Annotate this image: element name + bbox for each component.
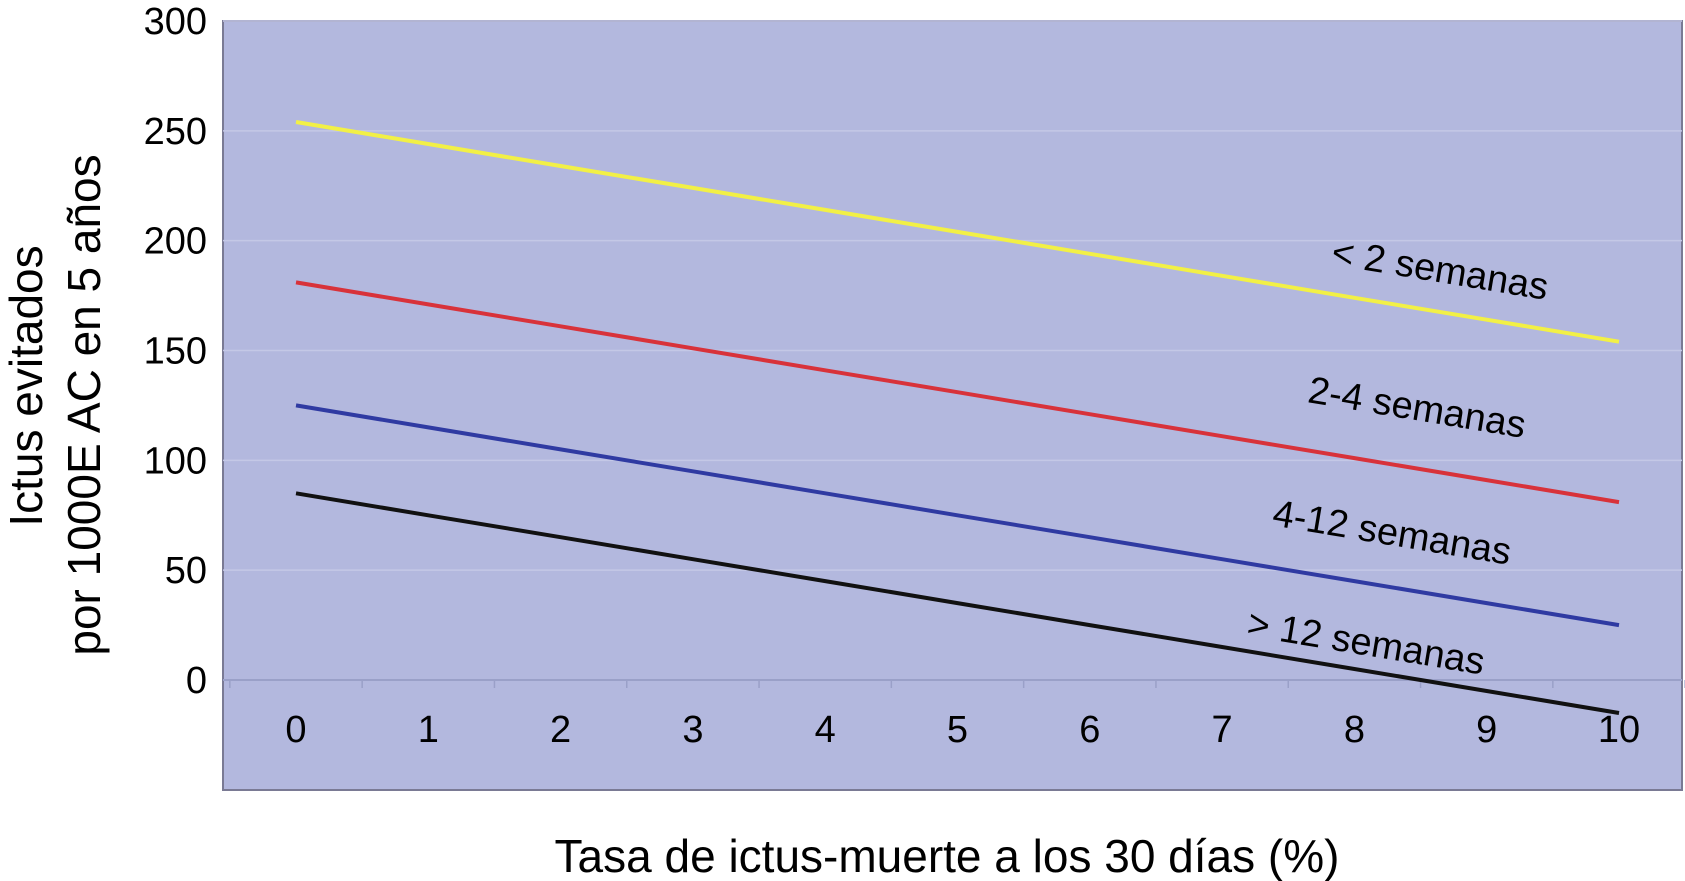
y-tick-label-100: 100 xyxy=(144,440,207,482)
series-line-4 xyxy=(295,491,1620,715)
series-lines xyxy=(295,120,1620,715)
x-tick-label-8: 8 xyxy=(1344,709,1365,751)
x-tick-label-7: 7 xyxy=(1212,709,1233,751)
x-tick-label-5: 5 xyxy=(947,709,968,751)
y-axis-tick-labels: 300 250 200 150 100 50 0 xyxy=(144,1,207,702)
x-tick-label-9: 9 xyxy=(1476,709,1497,751)
x-tick-label-3: 3 xyxy=(682,709,703,751)
x-tick-label-4: 4 xyxy=(815,709,836,751)
series-line-3 xyxy=(295,403,1620,628)
x-tick-label-2: 2 xyxy=(550,709,571,751)
y-tick-label-300: 300 xyxy=(144,1,207,43)
series-line-1 xyxy=(295,120,1620,344)
y-axis-title-line-1: Ictus evitados xyxy=(0,245,52,526)
x-tick-label-10: 10 xyxy=(1598,709,1640,751)
x-axis-title: Tasa de ictus-muerte a los 30 días (%) xyxy=(555,830,1340,881)
x-tick-label-0: 0 xyxy=(285,709,306,751)
y-tick-label-250: 250 xyxy=(144,111,207,153)
y-tick-label-50: 50 xyxy=(165,550,207,592)
series-line-2 xyxy=(295,280,1620,505)
y-tick-label-150: 150 xyxy=(144,331,207,373)
y-axis-title-line-2: por 1000E AC en 5 años xyxy=(58,154,110,655)
y-tick-label-0: 0 xyxy=(186,660,207,702)
y-tick-label-200: 200 xyxy=(144,221,207,263)
x-axis-ticks xyxy=(229,680,1685,688)
x-axis-tick-labels: 0 1 2 3 4 5 6 7 8 9 10 xyxy=(285,709,1640,751)
x-tick-label-6: 6 xyxy=(1079,709,1100,751)
x-tick-label-1: 1 xyxy=(418,709,439,751)
gridlines xyxy=(223,20,1682,681)
